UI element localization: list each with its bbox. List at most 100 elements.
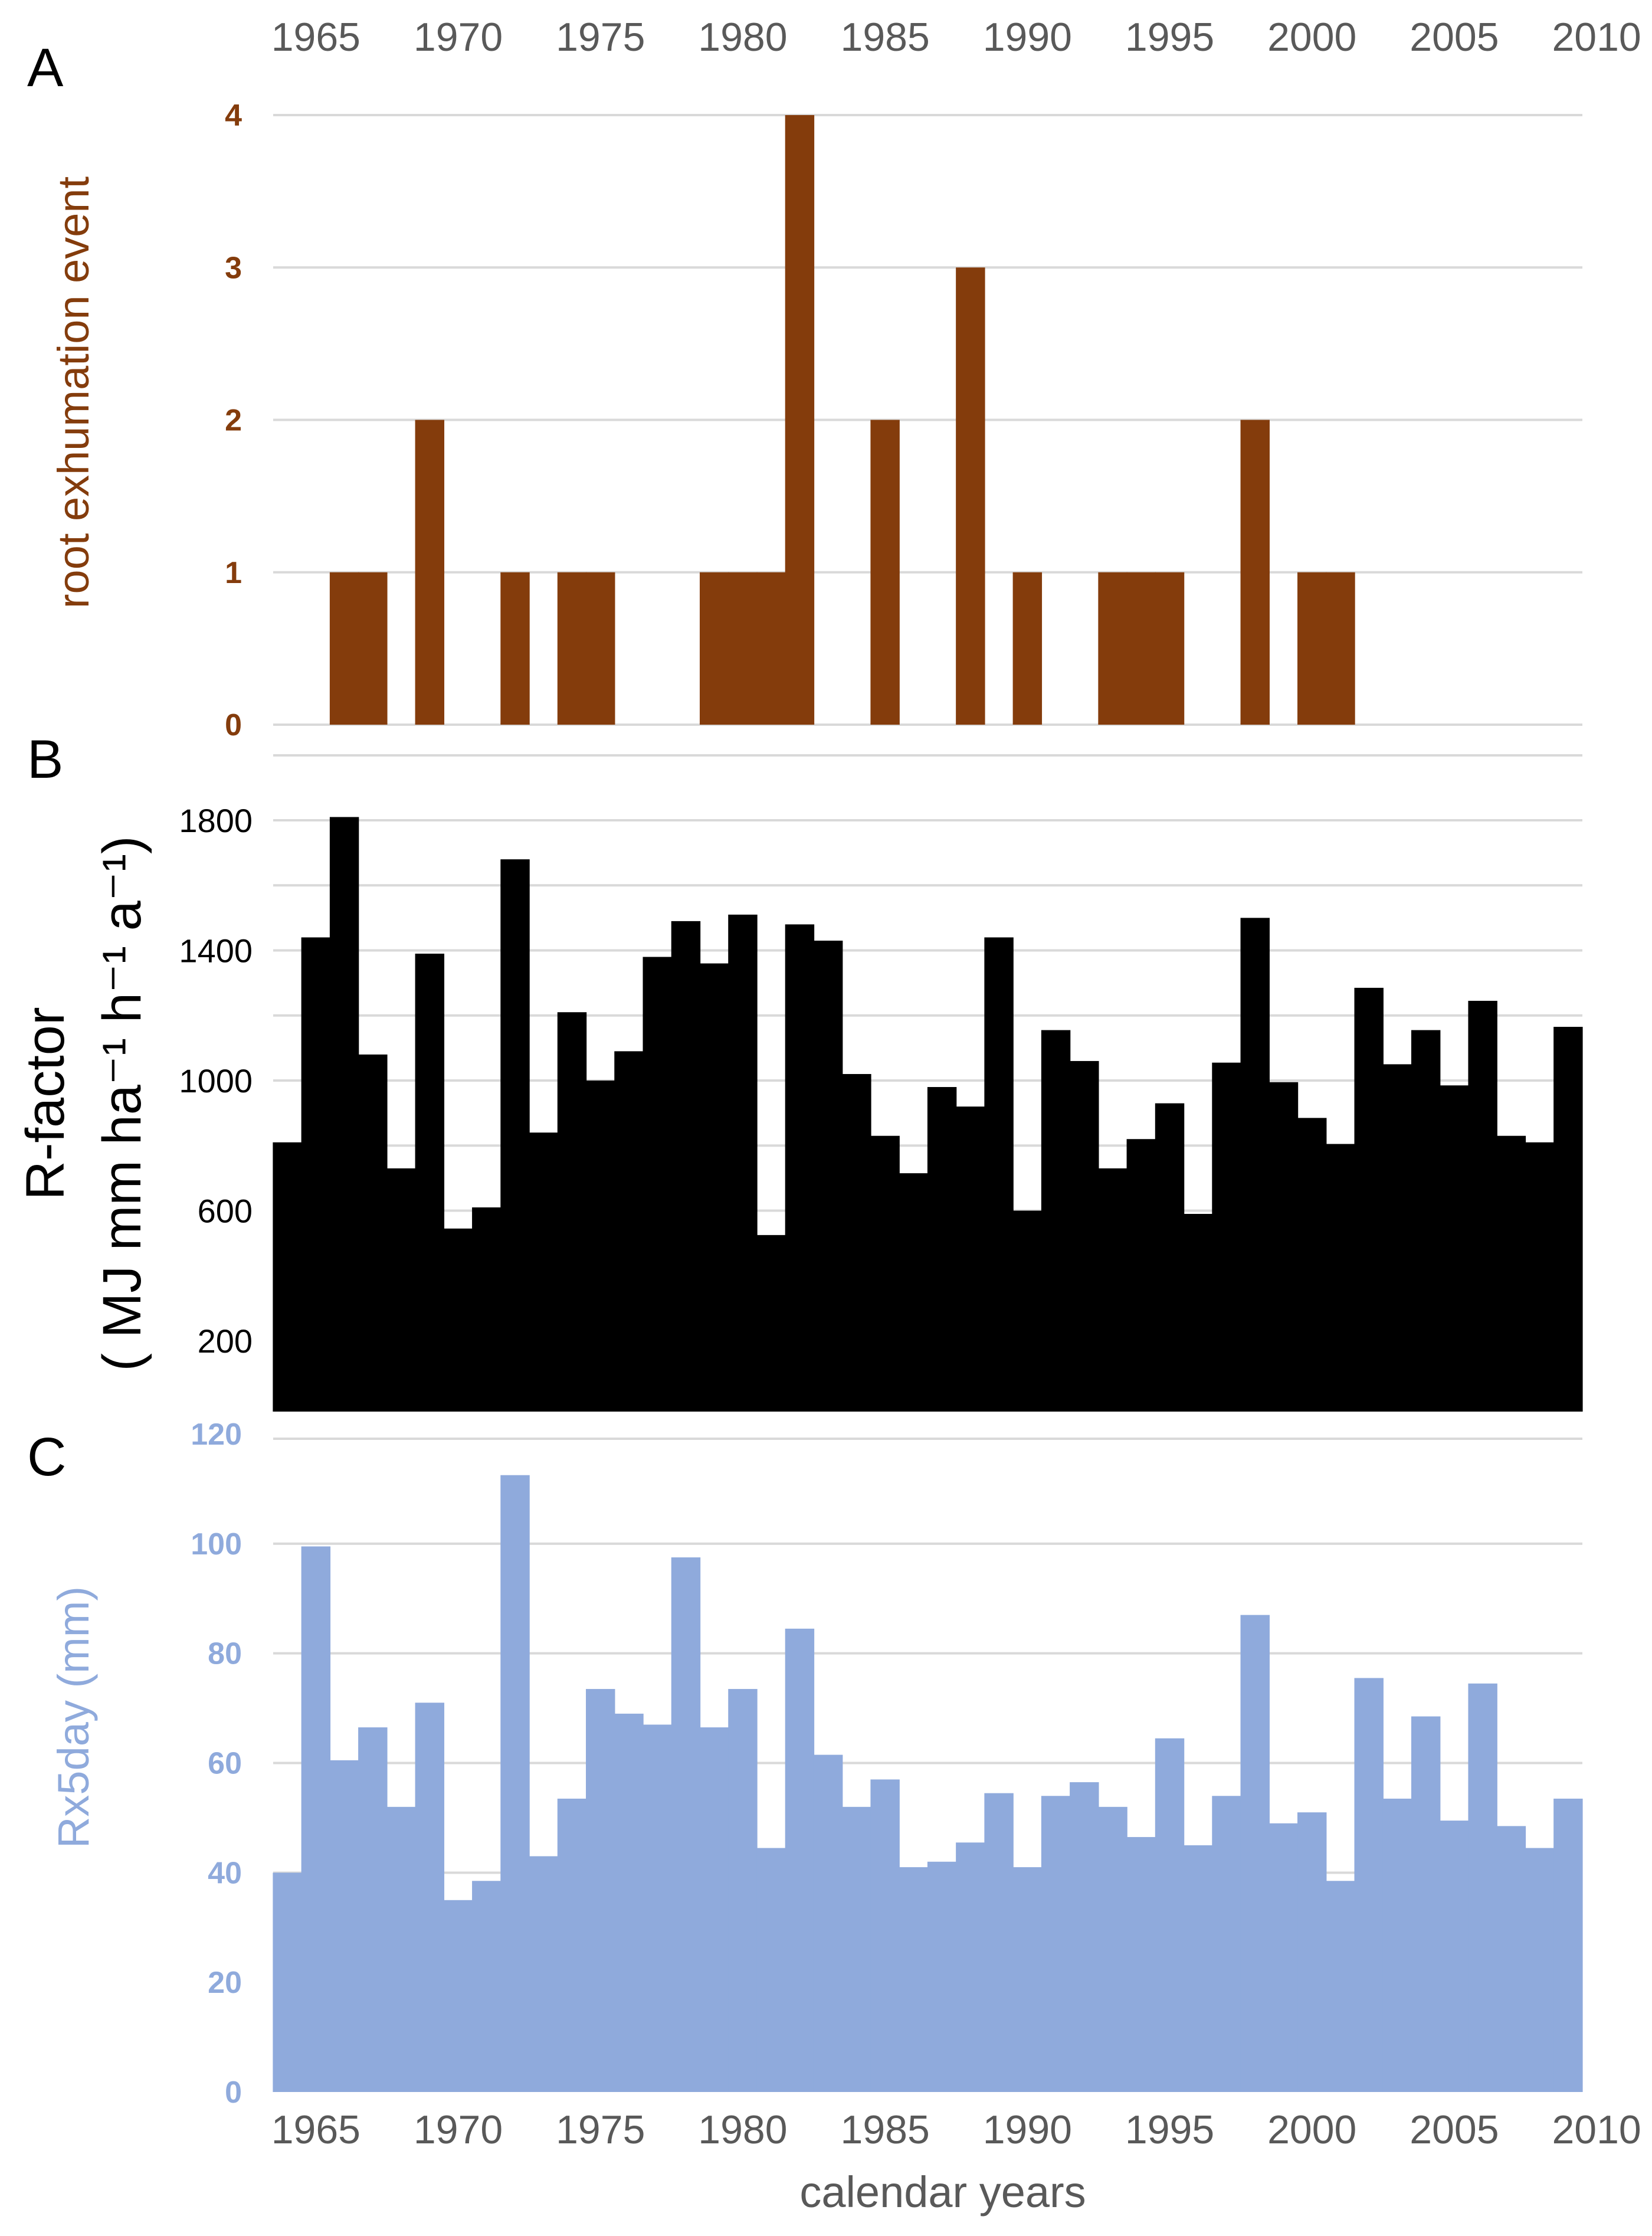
panel-c-bar-2003: [1382, 1798, 1412, 2092]
panel-c-bar-2000: [1297, 1812, 1327, 2092]
panel-b-bar-1966: [329, 817, 359, 1412]
top-axis-tick-1975: 1975: [556, 15, 645, 60]
panel-c-bar-1989: [984, 1793, 1014, 2092]
bottom-axis-tick-2005: 2005: [1410, 2107, 1499, 2152]
top-axis-tick-1985: 1985: [841, 15, 930, 60]
bottom-axis-tick-1985: 1985: [841, 2107, 930, 2152]
panel-letter-b: B: [27, 729, 63, 790]
panel-c-bar-1968: [386, 1806, 416, 2092]
panel-c-bar-1967: [358, 1727, 388, 2092]
panel-a-bar-1972: [500, 572, 530, 725]
panel-c-bar-2008: [1525, 1848, 1555, 2092]
panel-b-bar-1969: [415, 954, 445, 1412]
panel-a-bar-1967: [358, 572, 388, 725]
panel-c-bar-1971: [472, 1881, 502, 2092]
panel-a-bar-1974: [557, 572, 587, 725]
panel-c-bar-1992: [1070, 1782, 1099, 2092]
panel-letter-a: A: [27, 38, 64, 98]
panel-c-bar-1988: [956, 1842, 985, 2092]
panel-b-bar-1968: [386, 1168, 416, 1412]
panel-a-bar-1985: [870, 420, 900, 725]
panel-b-y-tick-1800: 1800: [179, 802, 253, 839]
panel-a-bar-1994: [1126, 572, 1156, 725]
bottom-axis-tick-2010: 2010: [1552, 2107, 1641, 2152]
panel-b-bar-1982: [785, 924, 815, 1412]
panel-c-bar-2006: [1468, 1683, 1497, 2092]
panel-c-y-axis-label: Rx5day (mm): [49, 1586, 98, 1848]
panel-a-gridlines: [273, 114, 1582, 757]
x-axis-label: calendar years: [799, 2168, 1086, 2217]
panel-a-y-axis-label: root exhumation event: [49, 176, 98, 608]
panel-c-y-tick-40: 40: [208, 1856, 242, 1890]
bottom-axis-tick-1995: 1995: [1125, 2107, 1214, 2152]
panel-b-y-tick-600: 600: [198, 1193, 253, 1230]
panel-c-bar-1986: [899, 1867, 929, 2092]
panel-c-bar-1974: [557, 1798, 587, 2092]
panel-a-bar-1990: [1012, 572, 1043, 725]
panel-b-bar-1994: [1126, 1139, 1156, 1412]
panel-b-bar-2001: [1326, 1144, 1355, 1412]
panel-b-bars: [273, 817, 1583, 1412]
panel-c-y-tick-120: 120: [191, 1417, 242, 1452]
panel-letter-c: C: [27, 1427, 66, 1487]
panel-b-bar-2002: [1354, 987, 1384, 1412]
panel-c-bar-1965: [301, 1546, 331, 2092]
panel-c-bar-1997: [1212, 1796, 1241, 2092]
panel-b-y-tick-labels: 200 600 1000 1400 1800: [179, 802, 253, 1360]
bottom-axis-tick-1990: 1990: [983, 2107, 1072, 2152]
panel-c-bar-1970: [443, 1900, 473, 2092]
panel-b-bar-2007: [1496, 1135, 1526, 1412]
top-axis-tick-2005: 2005: [1410, 15, 1499, 60]
bottom-axis-tick-2000: 2000: [1267, 2107, 1356, 2152]
panel-b-bar-1972: [500, 859, 530, 1412]
panel-c-bar-1975: [586, 1689, 615, 2092]
panel-b-bar-1995: [1155, 1103, 1185, 1412]
top-axis-tick-labels: 1965 1970 1975 1980 1985 1990 1995 2000 2005 2010: [271, 15, 1641, 60]
panel-b-bar-1988: [956, 1106, 985, 1412]
panel-c-bar-1966: [329, 1760, 359, 2092]
panel-b-bar-1980: [728, 914, 758, 1412]
panel-c-bar-1981: [756, 1848, 786, 2092]
panel-a-bar-1998: [1240, 420, 1270, 725]
panel-b-bar-1993: [1098, 1168, 1127, 1412]
panel-b-bar-1978: [671, 921, 701, 1412]
top-axis-tick-1980: 1980: [698, 15, 787, 60]
panel-b-bar-1987: [927, 1087, 957, 1412]
panel-c-bar-1993: [1098, 1806, 1127, 2092]
panel-c-bar-1994: [1126, 1836, 1156, 2092]
panel-c-bar-1980: [728, 1689, 758, 2092]
bottom-axis-tick-1975: 1975: [556, 2107, 645, 2152]
panel-a-bar-1995: [1155, 572, 1185, 725]
panel-b-y-tick-1400: 1400: [179, 932, 253, 970]
panel-c-y-tick-0: 0: [225, 2075, 242, 2110]
panel-c-bar-1998: [1240, 1615, 1270, 2092]
panel-b-bar-1973: [529, 1132, 558, 1412]
panel-c-bar-2004: [1411, 1716, 1441, 2092]
panel-b-bar-1985: [870, 1135, 900, 1412]
bottom-axis-tick-1980: 1980: [698, 2107, 787, 2152]
panel-b-bar-2005: [1440, 1085, 1469, 1412]
panel-a-bar-2000: [1297, 572, 1327, 725]
panel-c-bar-1972: [500, 1475, 530, 2092]
panel-b-bar-1977: [643, 957, 672, 1412]
panel-c-bar-1995: [1155, 1738, 1185, 2092]
top-axis-tick-2000: 2000: [1267, 15, 1356, 60]
panel-c-bar-1985: [870, 1779, 900, 2092]
panel-b-bar-2006: [1468, 1000, 1497, 1412]
panel-a-bar-1979: [699, 572, 729, 725]
panel-b-bar-1979: [699, 963, 729, 1412]
panel-b-y-axis-units: ( MJ mm ha⁻¹ h⁻¹ a⁻¹): [92, 836, 152, 1371]
panel-b-bar-2008: [1525, 1142, 1555, 1412]
panel-a-y-tick-3: 3: [225, 251, 242, 285]
panel-c-bar-1990: [1012, 1867, 1043, 2092]
panel-c-bar-1973: [529, 1856, 558, 2092]
panel-a-bar-2001: [1326, 572, 1355, 725]
panel-c-y-tick-labels: 0 20 40 60 80 100 120: [191, 1417, 242, 2110]
panel-a-bar-1975: [586, 572, 615, 725]
panel-c-bar-1976: [614, 1713, 644, 2092]
bottom-axis-tick-labels: 1965 1970 1975 1980 1985 1990 1995 2000 2005 2010: [271, 2107, 1641, 2152]
top-axis-tick-2010: 2010: [1552, 15, 1641, 60]
panel-c-bar-1978: [671, 1557, 701, 2092]
panel-b-bar-1967: [358, 1054, 388, 1412]
